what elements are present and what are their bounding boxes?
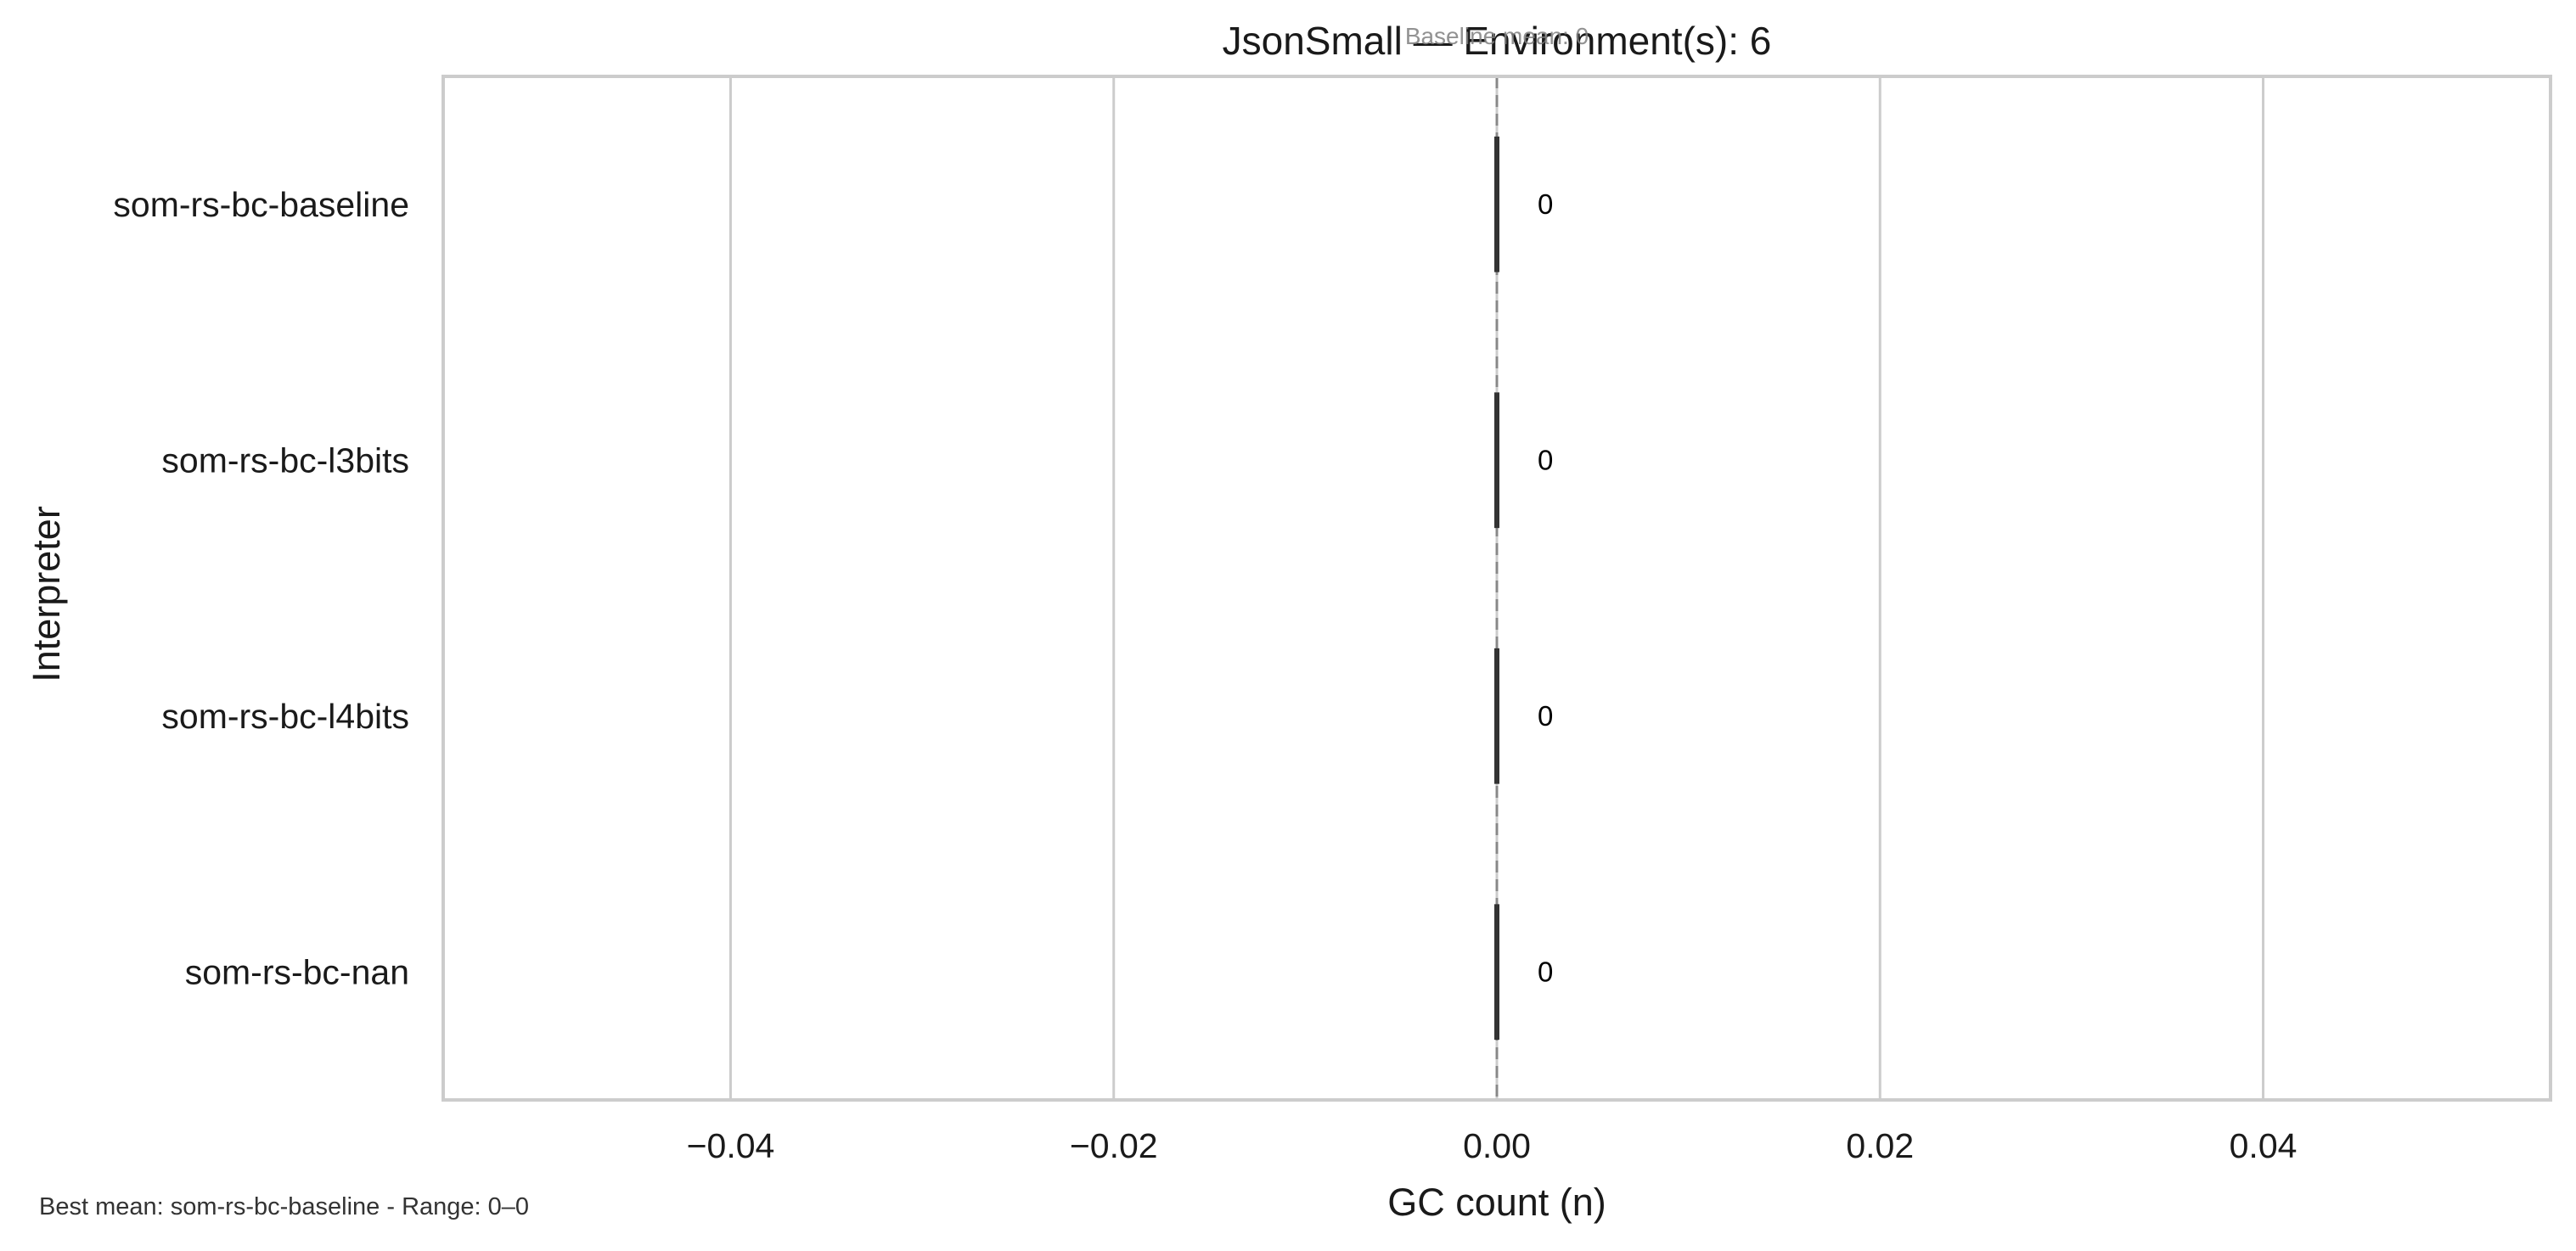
bar	[1494, 904, 1499, 1041]
bar-value-label: 0	[1538, 956, 1553, 987]
chart-title: JsonSmall — Environment(s): 6	[1223, 19, 1772, 63]
x-tick-labels: −0.04 −0.02 0.00 0.02 0.04	[687, 1126, 2298, 1165]
x-tick-label: 0.00	[1463, 1126, 1531, 1165]
bar-value-label: 0	[1538, 188, 1553, 220]
bar-value-label: 0	[1538, 700, 1553, 732]
y-tick-label: som-rs-bc-baseline	[113, 185, 409, 224]
y-tick-label: som-rs-bc-l4bits	[161, 697, 409, 736]
plot-frame	[442, 75, 2552, 1102]
bar	[1494, 648, 1499, 784]
x-axis-label: GC count (n)	[1387, 1181, 1606, 1224]
x-tick-label: −0.02	[1070, 1126, 1158, 1165]
footnote: Best mean: som-rs-bc-baseline - Range: 0…	[39, 1193, 530, 1220]
bar	[1494, 392, 1499, 529]
value-labels: 0 0 0 0	[1538, 188, 1553, 988]
x-tick-label: 0.04	[2230, 1126, 2298, 1165]
y-tick-label: som-rs-bc-l3bits	[161, 440, 409, 480]
x-tick-label: −0.04	[687, 1126, 775, 1165]
y-tick-label: som-rs-bc-nan	[185, 952, 409, 991]
bars	[1494, 136, 1499, 1041]
bar-value-label: 0	[1538, 444, 1553, 475]
x-tick-label: 0.02	[1846, 1126, 1914, 1165]
y-tick-labels: som-rs-bc-baseline som-rs-bc-l3bits som-rs…	[113, 185, 409, 992]
baseline-mean-label: Baseline mean: 0	[1405, 23, 1589, 49]
y-axis-label: Interpreter	[25, 506, 68, 682]
bar	[1494, 136, 1499, 272]
